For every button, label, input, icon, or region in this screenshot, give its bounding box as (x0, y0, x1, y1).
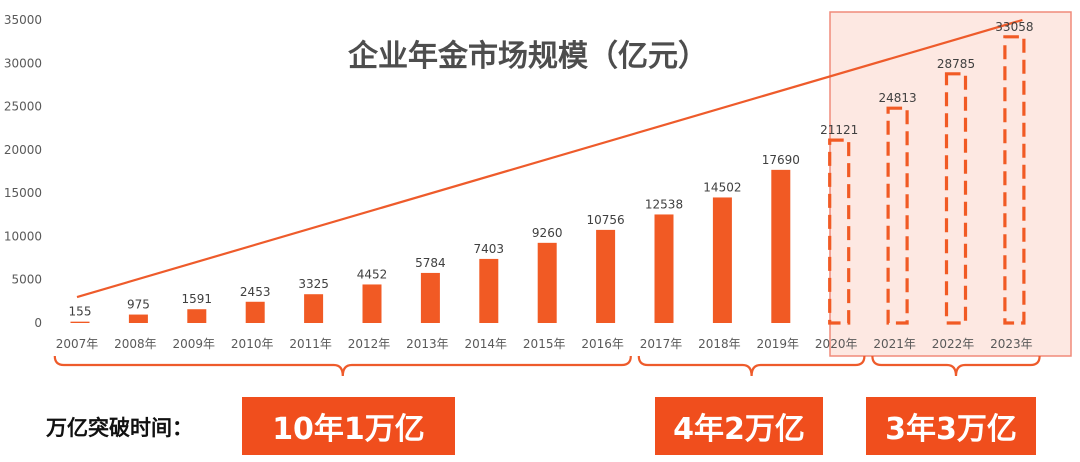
bar-projected (886, 106, 909, 325)
bar (304, 294, 324, 323)
data-label: 21121 (820, 123, 858, 137)
x-tick-label: 2019年 (757, 337, 800, 351)
range-braces (53, 355, 1041, 377)
data-label: 9260 (532, 226, 563, 240)
data-labels: 155 975 1591 2453 3325 4452 5784 7403 9260 10756 1… (69, 20, 1034, 319)
bar (128, 314, 148, 323)
bars (70, 35, 1026, 325)
y-tick-label: 20000 (4, 143, 42, 157)
data-label: 28785 (937, 57, 975, 71)
x-tick-label: 2008年 (114, 337, 157, 351)
bar (771, 169, 791, 323)
data-label: 1591 (182, 292, 213, 306)
data-label: 33058 (995, 20, 1033, 34)
bar (712, 197, 732, 323)
x-tick-label: 2023年 (990, 337, 1033, 351)
bar (537, 242, 557, 323)
milestone-lead: 万亿突破时间： (46, 416, 193, 440)
milestone-10y-1t: 10年1万亿 (242, 397, 455, 455)
bar-projected (1003, 35, 1026, 325)
x-axis-ticks: 2007年 2008年 2009年 2010年 2011年 2012年 2013年 2014年… (56, 337, 1033, 351)
bar-projected (828, 138, 851, 325)
range-brace (637, 355, 866, 377)
y-tick-label: 35000 (4, 13, 42, 27)
x-tick-label: 2014年 (465, 337, 508, 351)
range-brace (871, 355, 1041, 377)
bar (479, 258, 499, 323)
data-label: 14502 (703, 180, 741, 194)
y-tick-label: 0 (34, 316, 42, 330)
x-tick-label: 2013年 (406, 337, 449, 351)
x-tick-label: 2022年 (932, 337, 975, 351)
highlight-region (829, 11, 1072, 357)
y-tick-label: 5000 (11, 273, 42, 287)
range-brace (53, 355, 632, 377)
data-label: 3325 (298, 277, 329, 291)
milestone-3y-3t: 3年3万亿 (866, 397, 1036, 455)
data-label: 5784 (415, 256, 446, 270)
data-label: 17690 (762, 153, 800, 167)
bar (420, 272, 440, 323)
x-tick-label: 2009年 (173, 337, 216, 351)
data-label: 4452 (357, 267, 388, 281)
bar (362, 284, 382, 323)
x-tick-label: 2012年 (348, 337, 391, 351)
y-axis-ticks: 0 5000 10000 15000 20000 25000 30000 35000 (4, 13, 42, 330)
data-label: 7403 (474, 242, 505, 256)
x-tick-label: 2021年 (873, 337, 916, 351)
y-tick-label: 10000 (4, 229, 42, 243)
bar (654, 214, 674, 323)
chart-title: 企业年金市场规模（亿元） (348, 39, 708, 74)
data-label: 155 (69, 305, 92, 319)
bar (187, 309, 207, 323)
data-label: 10756 (587, 213, 625, 227)
x-tick-label: 2010年 (231, 337, 274, 351)
y-tick-label: 30000 (4, 56, 42, 70)
bar-projected (944, 72, 968, 325)
milestone-4y-2t: 4年2万亿 (655, 397, 823, 455)
data-label: 975 (127, 298, 150, 312)
trend-line (76, 18, 1023, 299)
x-tick-label: 2016年 (581, 337, 624, 351)
x-tick-label: 2011年 (289, 337, 332, 351)
x-tick-label: 2017年 (640, 337, 683, 351)
bar (70, 321, 90, 323)
x-tick-label: 2020年 (815, 337, 858, 351)
y-tick-label: 15000 (4, 186, 42, 200)
x-tick-label: 2007年 (56, 337, 99, 351)
data-label: 24813 (879, 91, 917, 105)
data-label: 12538 (645, 197, 683, 211)
data-label: 2453 (240, 285, 271, 299)
x-tick-label: 2015年 (523, 337, 566, 351)
y-tick-label: 25000 (4, 100, 42, 114)
bar (245, 301, 265, 323)
x-tick-label: 2018年 (698, 337, 741, 351)
bar (596, 229, 616, 323)
